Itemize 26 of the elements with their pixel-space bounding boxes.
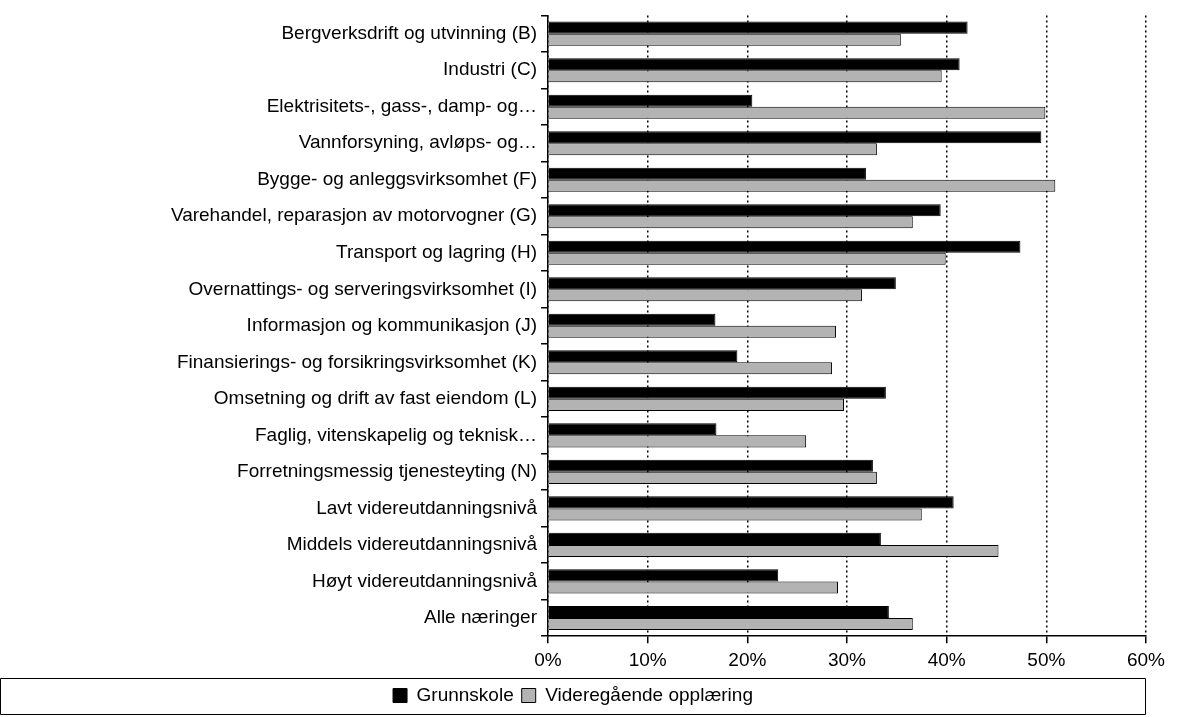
y-tick-label: Alle næringer	[424, 606, 538, 628]
y-tick-label: Informasjon og kommunikasjon (J)	[246, 314, 537, 336]
x-tick-label: 40%	[927, 648, 966, 670]
y-tick-label: Faglig, vitenskapelig og teknisk…	[255, 423, 537, 445]
y-tick-label: Overnattings- og serveringsvirksomhet (I)	[188, 277, 537, 299]
y-tick-label: Elektrisitets-, gass-, damp- og…	[266, 94, 537, 116]
x-tick-label: 30%	[827, 648, 867, 670]
y-tick-label: Bygge- og anleggsvirksomhet (F)	[257, 167, 537, 189]
y-tick-label: Industri (C)	[443, 58, 537, 80]
y-tick-label: Varehandel, reparasjon av motorvogner (G)	[170, 204, 537, 226]
y-tick-label: Vannforsyning, avløps- og…	[298, 131, 537, 153]
x-tick-label: 60%	[1126, 648, 1166, 670]
y-tick-label: Middels videreutdanningsnivå	[286, 533, 538, 555]
legend-label: Grunnskole	[416, 683, 514, 705]
y-tick-label: Bergverksdrift og utvinning (B)	[281, 21, 537, 43]
y-tick-label: Finansierings- og forsikringsvirksomhet (K)	[176, 350, 537, 372]
y-tick-label: Transport og lagring (H)	[336, 241, 537, 262]
y-tick-label: Forretningsmessig tjenesteyting (N)	[237, 460, 537, 482]
y-tick-label: Lavt videreutdanningsnivå	[316, 496, 538, 518]
x-tick-label: 20%	[728, 648, 767, 670]
y-tick-label: Høyt videreutdanningsnivå	[312, 569, 538, 591]
x-tick-label: 50%	[1027, 648, 1066, 670]
x-tick-label: 0%	[534, 648, 562, 670]
x-tick-label: 10%	[628, 648, 667, 670]
y-tick-label: Omsetning og drift av fast eiendom (L)	[213, 387, 537, 409]
legend-label: Videregående opplæring	[545, 683, 753, 705]
